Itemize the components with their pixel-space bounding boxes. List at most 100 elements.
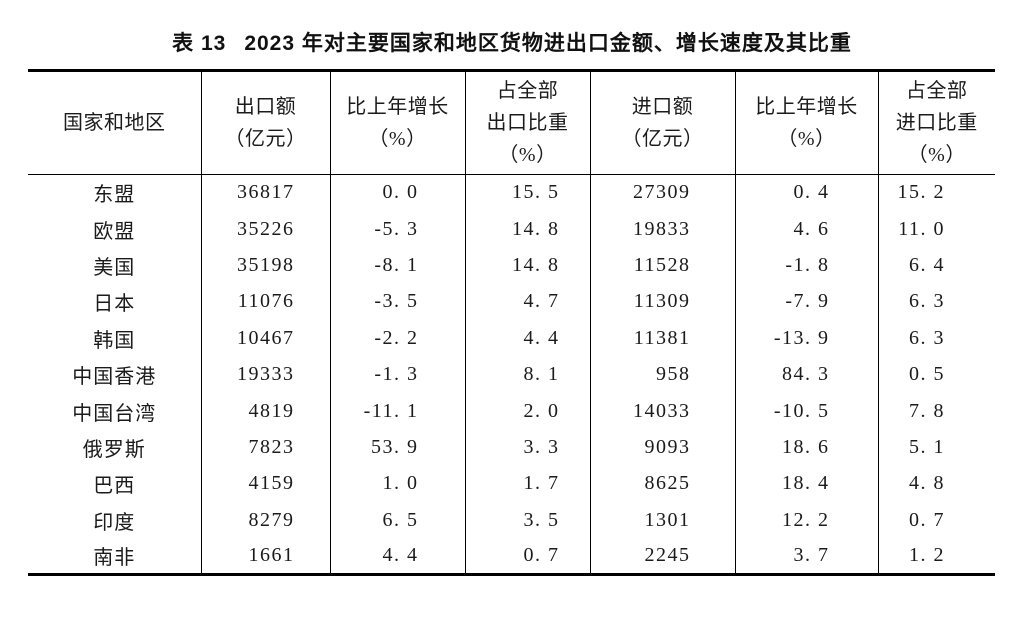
table-row-southafrica: 南非 1661 4. 4 0. 7 2245 3. 7 1. 2 xyxy=(28,538,995,575)
cell-import-growth: 4. 6 xyxy=(734,210,879,248)
cell-import-value: 19833 xyxy=(589,210,736,248)
cell-export-share: 4. 7 xyxy=(464,283,591,321)
cell-export-share: 8. 1 xyxy=(464,356,591,393)
table-row-korea: 韩国 10467 -2. 2 4. 4 11381 -13. 9 6. 3 xyxy=(28,320,995,357)
cell-import-growth: 12. 2 xyxy=(734,502,879,539)
cell-import-growth: 0. 4 xyxy=(734,174,879,211)
cell-region: 东盟 xyxy=(28,174,202,211)
cell-import-share: 7. 8 xyxy=(877,392,995,430)
cell-import-growth: -13. 9 xyxy=(734,320,879,357)
table-row-taiwan: 中国台湾 4819 -11. 1 2. 0 14033 -10. 5 7. 8 xyxy=(28,392,995,430)
cell-region: 俄罗斯 xyxy=(28,429,202,466)
cell-export-growth: -3. 5 xyxy=(329,283,466,321)
table-header-row: 国家和地区 出口额 （亿元） 比上年增长 （%） 占全部 出口比重 （%） 进口… xyxy=(28,70,995,175)
table-row-asean: 东盟 36817 0. 0 15. 5 27309 0. 4 15. 2 xyxy=(28,174,995,211)
header-line: 占全部 xyxy=(906,80,968,102)
table-title: 表 13 2023 年对主要国家和地区货物进出口金额、增长速度及其比重 xyxy=(0,31,1024,56)
table-row-usa: 美国 35198 -8. 1 14. 8 11528 -1. 8 6. 4 xyxy=(28,247,995,284)
cell-import-value: 2245 xyxy=(589,538,736,575)
header-line: （%） xyxy=(368,128,427,150)
cell-import-share: 0. 5 xyxy=(877,356,995,393)
cell-region: 日本 xyxy=(28,283,202,321)
header-import-growth: 比上年增长 （%） xyxy=(734,70,879,175)
header-line: 进口比重 xyxy=(895,112,978,134)
trade-table: 国家和地区 出口额 （亿元） 比上年增长 （%） 占全部 出口比重 （%） 进口… xyxy=(28,69,995,577)
cell-export-growth: 1. 0 xyxy=(329,465,466,503)
cell-export-growth: 6. 5 xyxy=(329,502,466,539)
cell-import-value: 1301 xyxy=(589,502,736,539)
cell-import-share: 0. 7 xyxy=(877,502,995,539)
cell-export-growth: -5. 3 xyxy=(329,210,466,248)
cell-region: 欧盟 xyxy=(28,210,202,248)
cell-import-value: 11381 xyxy=(589,320,736,357)
table-row-eu: 欧盟 35226 -5. 3 14. 8 19833 4. 6 11. 0 xyxy=(28,210,995,248)
cell-export-share: 2. 0 xyxy=(464,392,591,430)
cell-import-value: 9093 xyxy=(589,429,736,466)
header-line: 进口额 xyxy=(631,96,694,118)
cell-import-share: 6. 3 xyxy=(877,320,995,357)
cell-export-growth: 4. 4 xyxy=(329,538,466,575)
cell-region: 印度 xyxy=(28,502,202,539)
cell-export-value: 10467 xyxy=(200,320,331,357)
cell-import-value: 958 xyxy=(589,356,736,393)
table-body: 东盟 36817 0. 0 15. 5 27309 0. 4 15. 2 欧盟 … xyxy=(28,174,995,575)
cell-export-value: 36817 xyxy=(200,174,331,211)
cell-export-growth: -8. 1 xyxy=(329,247,466,284)
cell-region: 美国 xyxy=(28,247,202,284)
table-row-hongkong: 中国香港 19333 -1. 3 8. 1 958 84. 3 0. 5 xyxy=(28,356,995,393)
cell-import-growth: 18. 6 xyxy=(734,429,879,466)
cell-import-growth: -1. 8 xyxy=(734,247,879,284)
cell-region: 南非 xyxy=(28,538,202,575)
cell-export-value: 35198 xyxy=(200,247,331,284)
cell-export-growth: -1. 3 xyxy=(329,356,466,393)
cell-export-value: 35226 xyxy=(200,210,331,248)
header-line: （%） xyxy=(498,144,557,166)
cell-region: 巴西 xyxy=(28,465,202,503)
header-line: 出口额 xyxy=(234,96,297,118)
header-line: （亿元） xyxy=(621,128,704,150)
cell-import-share: 1. 2 xyxy=(877,538,995,575)
cell-export-share: 14. 8 xyxy=(464,247,591,284)
header-line: 比上年增长 xyxy=(755,96,858,118)
cell-import-share: 11. 0 xyxy=(877,210,995,248)
cell-export-value: 19333 xyxy=(200,356,331,393)
cell-export-growth: 0. 0 xyxy=(329,174,466,211)
cell-export-growth: -2. 2 xyxy=(329,320,466,357)
cell-import-value: 11528 xyxy=(589,247,736,284)
header-line: 国家和地区 xyxy=(63,112,166,134)
cell-import-share: 6. 4 xyxy=(877,247,995,284)
cell-export-growth: 53. 9 xyxy=(329,429,466,466)
cell-export-share: 14. 8 xyxy=(464,210,591,248)
table-caption: 2023 年对主要国家和地区货物进出口金额、增长速度及其比重 xyxy=(244,32,852,55)
cell-export-value: 4819 xyxy=(200,392,331,430)
header-line: 出口比重 xyxy=(486,112,569,134)
header-export-value: 出口额 （亿元） xyxy=(200,70,331,175)
table-row-russia: 俄罗斯 7823 53. 9 3. 3 9093 18. 6 5. 1 xyxy=(28,429,995,466)
cell-export-share: 4. 4 xyxy=(464,320,591,357)
cell-region: 中国香港 xyxy=(28,356,202,393)
cell-import-share: 5. 1 xyxy=(877,429,995,466)
cell-import-share: 4. 8 xyxy=(877,465,995,503)
cell-import-value: 14033 xyxy=(589,392,736,430)
cell-import-growth: 18. 4 xyxy=(734,465,879,503)
cell-export-value: 1661 xyxy=(200,538,331,575)
table-number-label: 表 13 xyxy=(172,32,227,55)
header-line: （%） xyxy=(907,144,966,166)
cell-export-share: 1. 7 xyxy=(464,465,591,503)
cell-export-share: 3. 3 xyxy=(464,429,591,466)
header-export-share: 占全部 出口比重 （%） xyxy=(464,70,591,175)
cell-import-growth: -10. 5 xyxy=(734,392,879,430)
table-row-brazil: 巴西 4159 1. 0 1. 7 8625 18. 4 4. 8 xyxy=(28,465,995,503)
cell-export-value: 8279 xyxy=(200,502,331,539)
cell-import-growth: 3. 7 xyxy=(734,538,879,575)
cell-export-share: 15. 5 xyxy=(464,174,591,211)
cell-import-value: 11309 xyxy=(589,283,736,321)
cell-region: 中国台湾 xyxy=(28,392,202,430)
cell-region: 韩国 xyxy=(28,320,202,357)
header-line: 占全部 xyxy=(496,80,559,102)
header-line: （亿元） xyxy=(224,128,307,150)
header-import-value: 进口额 （亿元） xyxy=(589,70,736,175)
cell-import-value: 8625 xyxy=(589,465,736,503)
header-region: 国家和地区 xyxy=(28,70,202,175)
